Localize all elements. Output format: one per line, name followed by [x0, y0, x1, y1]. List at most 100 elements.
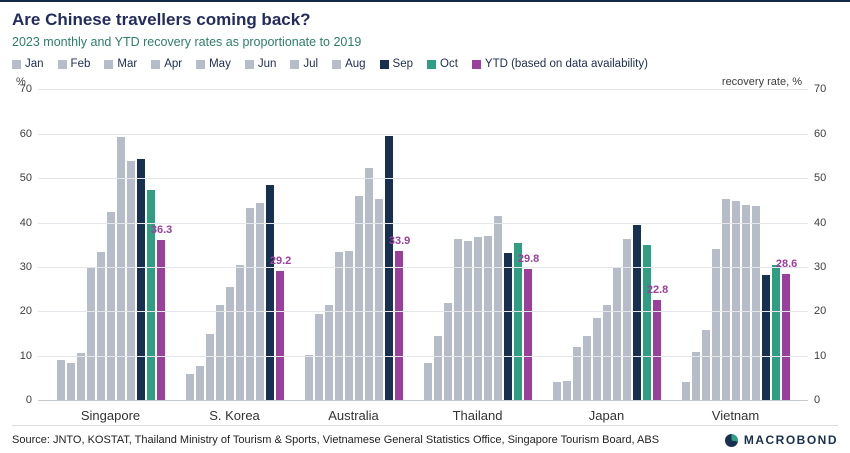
y-tick-left-30: 30: [19, 260, 32, 273]
legend-swatch: [379, 59, 389, 69]
bar-singapore-sep: [136, 158, 145, 401]
bar-australia-may: [344, 250, 353, 401]
gridline-70: [38, 89, 808, 91]
bar-s-korea-apr: [215, 304, 224, 401]
bar-s-korea-mar: [205, 333, 214, 401]
ytd-value-label: 33.9: [388, 234, 411, 247]
bar-australia-ytd: [394, 250, 403, 401]
bar-singapore-jan: [56, 359, 65, 401]
bar-thailand-jan: [423, 362, 432, 401]
bar-vietnam-aug: [751, 205, 760, 401]
ytd-bar-wrap: 22.8: [647, 90, 668, 401]
bar-japan-jul: [612, 267, 621, 401]
bar-japan-may: [592, 318, 601, 401]
x-axis-label-australia: Australia: [328, 408, 379, 423]
bar-japan-apr: [582, 336, 591, 401]
y-tick-left-40: 40: [19, 216, 32, 229]
ytd-bar-wrap: 29.8: [518, 90, 539, 401]
y-tick-left-10: 10: [19, 349, 32, 362]
bar-singapore-apr: [86, 267, 95, 401]
ytd-bar-wrap: 36.3: [151, 90, 172, 401]
bar-thailand-sep: [503, 252, 512, 401]
bar-japan-oct: [642, 245, 651, 401]
y-tick-right-50: 50: [814, 172, 827, 185]
bar-australia-aug: [374, 198, 383, 401]
legend-swatch: [471, 59, 481, 69]
bar-singapore-aug: [126, 161, 135, 401]
gridline-0: [38, 400, 808, 401]
ytd-value-label: 36.3: [150, 223, 173, 236]
axis-unit-row: % recovery rate, %: [12, 70, 838, 90]
legend-label: Jan: [25, 58, 44, 71]
x-axis-label-s-korea: S. Korea: [209, 408, 260, 423]
legend-label: YTD (based on data availability): [484, 58, 648, 71]
bar-thailand-aug: [493, 216, 502, 401]
legend-label: Feb: [70, 58, 91, 71]
bar-australia-sep: [384, 136, 393, 401]
legend-item-may: May: [196, 58, 231, 70]
bar-vietnam-ytd: [781, 274, 790, 401]
y-tick-right-30: 30: [814, 260, 827, 273]
bar-groups: 36.3 Singapore 29.2 S. Korea 33.9 Australia 29…: [38, 90, 808, 423]
legend-item-feb: Feb: [57, 58, 91, 71]
bar-s-korea-may: [225, 287, 234, 401]
legend-label: Apr: [164, 58, 183, 71]
bar-group-vietnam: 28.6 Vietnam: [681, 90, 797, 423]
bar-australia-apr: [334, 252, 343, 401]
legend-swatch: [196, 59, 206, 69]
bar-vietnam-apr: [711, 249, 720, 401]
bar-japan-mar: [572, 347, 581, 401]
bar-vietnam-jan: [681, 381, 690, 401]
y-tick-right-0: 0: [814, 394, 821, 406]
legend-swatch: [12, 59, 21, 69]
bar-thailand-feb: [433, 336, 442, 401]
bar-vietnam-may: [721, 198, 730, 401]
bar-thailand-apr: [453, 239, 462, 401]
legend-item-apr: Apr: [151, 58, 182, 70]
y-tick-right-40: 40: [814, 216, 827, 229]
gridline-60: [38, 133, 808, 135]
bar-s-korea-jan: [185, 373, 194, 401]
y-tick-right-70: 70: [814, 83, 827, 96]
bar-singapore-jun: [106, 211, 115, 401]
legend-item-ytd: YTD (based on data availability): [471, 58, 648, 71]
bar-singapore-jul: [116, 136, 125, 401]
bar-australia-jun: [354, 196, 363, 401]
legend-item-aug: Aug: [332, 58, 366, 70]
bar-s-korea-ytd: [275, 271, 284, 401]
bar-vietnam-feb: [691, 351, 700, 401]
bar-s-korea-sep: [265, 184, 274, 401]
y-tick-right-10: 10: [814, 349, 827, 362]
legend-label: Mar: [117, 58, 138, 71]
right-axis-unit: recovery rate, %: [721, 76, 802, 89]
brand: MACROBOND: [724, 433, 838, 447]
bar-thailand-ytd: [523, 268, 532, 401]
bar-singapore-ytd: [156, 239, 165, 401]
left-axis-unit: %: [16, 76, 26, 89]
ytd-bar-wrap: 29.2: [270, 90, 291, 401]
bar-thailand-mar: [443, 303, 452, 401]
ytd-bar-wrap: 33.9: [389, 90, 410, 401]
bar-vietnam-mar: [701, 330, 710, 401]
legend-item-sep: Sep: [379, 58, 413, 70]
bar-singapore-mar: [76, 353, 85, 401]
page-title: Are Chinese travellers coming back?: [12, 10, 311, 29]
bar-australia-jul: [364, 167, 373, 401]
bar-japan-jan: [552, 382, 561, 401]
legend-item-mar: Mar: [104, 58, 137, 70]
bar-vietnam-jun: [731, 200, 740, 401]
y-tick-right-20: 20: [814, 305, 827, 318]
gridline-10: [38, 355, 808, 357]
bar-thailand-may: [463, 241, 472, 401]
bar-group-s-korea: 29.2 S. Korea: [185, 90, 291, 423]
bar-thailand-jul: [483, 235, 492, 401]
legend-swatch: [332, 59, 342, 69]
legend-item-jan: Jan: [12, 58, 44, 70]
bar-group-singapore: 36.3 Singapore: [56, 90, 172, 423]
y-tick-left-50: 50: [19, 172, 32, 185]
bar-japan-sep: [632, 225, 641, 401]
x-axis-label-thailand: Thailand: [452, 408, 503, 423]
y-tick-left-70: 70: [19, 83, 32, 96]
bar-thailand-jun: [473, 236, 482, 401]
